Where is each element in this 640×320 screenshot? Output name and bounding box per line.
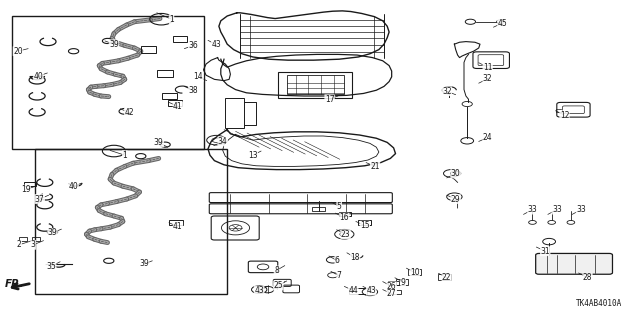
Text: 23: 23 [340, 230, 351, 239]
Bar [173, 36, 187, 42]
Text: 31: 31 [540, 247, 550, 256]
Text: 39: 39 [47, 228, 58, 237]
Text: 1: 1 [169, 15, 174, 24]
Text: 43: 43 [366, 286, 376, 295]
Text: 44: 44 [348, 286, 358, 295]
Text: 9: 9 [401, 278, 406, 287]
Text: 15: 15 [360, 221, 370, 230]
Text: 34: 34 [218, 137, 228, 146]
Text: 16: 16 [339, 213, 349, 222]
Text: 36: 36 [188, 41, 198, 50]
Text: 33: 33 [576, 205, 586, 214]
Bar [396, 279, 408, 285]
Text: 1: 1 [122, 151, 127, 160]
Text: 20: 20 [13, 47, 23, 56]
Text: 30: 30 [451, 169, 461, 178]
FancyBboxPatch shape [536, 253, 612, 274]
Text: 41: 41 [173, 102, 183, 111]
Text: 33: 33 [552, 205, 562, 214]
Text: 22: 22 [442, 273, 451, 282]
Text: 45: 45 [497, 19, 508, 28]
Text: 8: 8 [274, 266, 279, 275]
Text: 38: 38 [188, 86, 198, 95]
Text: 43: 43 [211, 40, 221, 49]
Bar [278, 72, 352, 98]
Text: 39: 39 [139, 260, 149, 268]
Text: FR.: FR. [4, 279, 24, 289]
Text: 6: 6 [335, 256, 340, 265]
Text: 25: 25 [273, 281, 284, 290]
Bar [141, 46, 156, 53]
Text: 32: 32 [442, 87, 452, 96]
Text: 3: 3 [31, 240, 36, 249]
Text: 26: 26 [387, 282, 397, 291]
Text: 40: 40 [33, 72, 44, 81]
Text: 24: 24 [483, 133, 493, 142]
Bar [438, 274, 451, 280]
Text: 2: 2 [17, 240, 22, 249]
Text: 41: 41 [173, 222, 183, 231]
Text: 18: 18 [351, 253, 360, 262]
Text: 28: 28 [583, 273, 592, 282]
Text: TK4AB4010A: TK4AB4010A [576, 299, 622, 308]
Text: 7: 7 [337, 271, 342, 280]
Text: 12: 12 [560, 111, 569, 120]
Text: 17: 17 [324, 95, 335, 104]
Bar [32, 237, 40, 241]
Text: 37: 37 [35, 195, 45, 204]
Bar [35, 149, 227, 294]
Text: 35: 35 [46, 262, 56, 271]
Bar [388, 281, 399, 285]
Text: 43: 43 [254, 286, 264, 295]
Bar [388, 290, 401, 294]
Text: 33: 33 [527, 205, 538, 214]
Text: 5: 5 [337, 202, 342, 211]
Bar [169, 220, 183, 225]
Text: 39: 39 [154, 138, 164, 147]
Text: 39: 39 [109, 40, 119, 49]
Bar [12, 16, 204, 149]
Bar [408, 269, 421, 275]
Text: 42: 42 [124, 108, 134, 117]
Text: 21: 21 [371, 162, 380, 171]
Bar [349, 288, 367, 294]
Bar [287, 75, 344, 94]
Bar [312, 207, 325, 211]
Text: 40: 40 [68, 182, 79, 191]
Text: 32: 32 [483, 74, 493, 83]
Bar [162, 93, 177, 99]
Bar [24, 182, 36, 186]
Bar [19, 237, 27, 241]
Text: 11: 11 [483, 63, 492, 72]
Text: 4: 4 [274, 284, 279, 292]
Bar [168, 100, 182, 106]
Bar [157, 70, 173, 77]
Text: 13: 13 [248, 151, 258, 160]
Text: 29: 29 [451, 195, 461, 204]
Bar [339, 212, 351, 216]
Text: 10: 10 [410, 268, 420, 277]
Text: 14: 14 [193, 72, 204, 81]
Text: 19: 19 [20, 185, 31, 194]
Text: 27: 27 [387, 289, 397, 298]
Bar [358, 220, 371, 225]
Bar [225, 98, 244, 128]
